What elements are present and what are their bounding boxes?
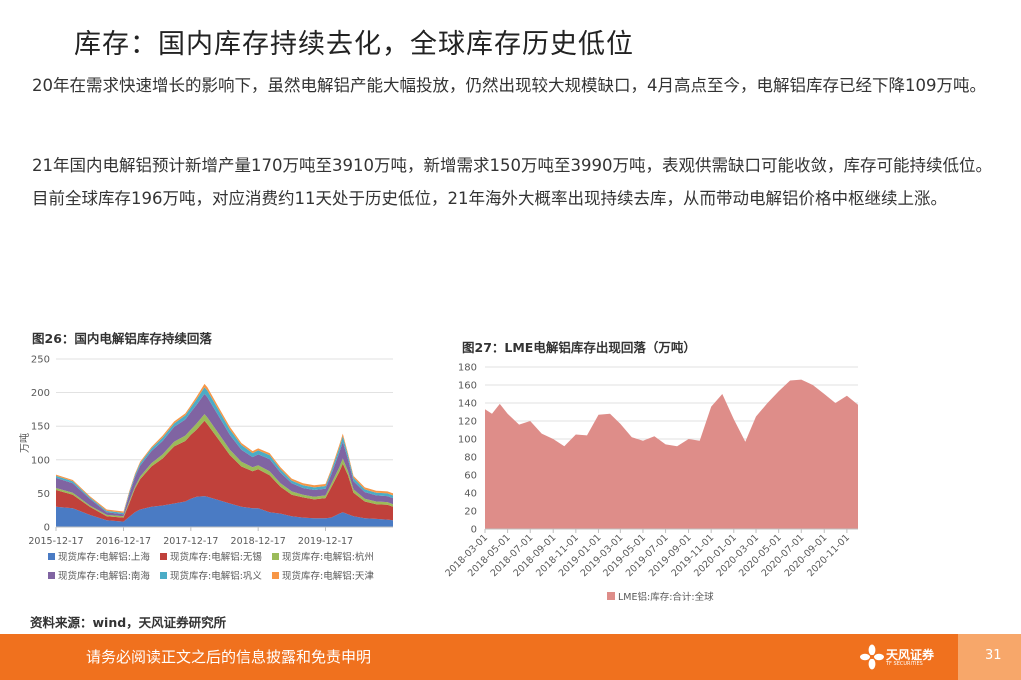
x-tick-label: 2018-12-17 xyxy=(231,536,286,547)
series-area-1 xyxy=(56,420,393,522)
legend-swatch xyxy=(272,553,279,560)
paragraph-inventory-decline: 20年在需求快速增长的影响下，虽然电解铝产能大幅投放，仍然出现较大规模缺口，4月… xyxy=(32,76,986,95)
y-tick-label: 20 xyxy=(464,507,477,518)
company-logo: 天风证券 TF SECURITIES xyxy=(860,644,940,672)
y-tick-label: 140 xyxy=(458,399,477,410)
lme-inventory-area xyxy=(485,379,858,529)
logo-text: 天风证券 xyxy=(886,648,935,662)
y-tick-label: 160 xyxy=(458,381,477,392)
x-tick-label: 2015-12-17 xyxy=(28,536,83,547)
y-tick-label: 180 xyxy=(458,363,477,374)
legend-swatch xyxy=(272,572,279,579)
x-tick-label: 2019-12-17 xyxy=(298,536,353,547)
legend-label: 现货库存:电解铝:天津 xyxy=(282,570,374,582)
y-tick-label: 80 xyxy=(464,453,477,464)
y-tick-label: 0 xyxy=(471,525,477,536)
y-tick-label: 250 xyxy=(31,355,50,366)
chart1-title: 图26：国内电解铝库存持续回落 xyxy=(32,331,212,346)
y-tick-label: 100 xyxy=(458,435,477,446)
y-tick-label: 40 xyxy=(464,489,477,500)
y-tick-label: 120 xyxy=(458,417,477,428)
legend-swatch xyxy=(48,553,55,560)
y-tick-label: 150 xyxy=(31,422,50,433)
disclaimer-text: 请务必阅读正文之后的信息披露和免责申明 xyxy=(86,648,372,666)
source-note: 资料来源：wind，天风证券研究所 xyxy=(30,615,227,630)
legend-label: 现货库存:电解铝:南海 xyxy=(58,570,150,582)
legend-label: 现货库存:电解铝:上海 xyxy=(58,551,150,563)
legend-swatch xyxy=(160,553,167,560)
x-tick-label: 2016-12-17 xyxy=(96,536,151,547)
page-title: 库存：国内库存持续去化，全球库存历史低位 xyxy=(74,29,634,60)
logo-subtext: TF SECURITIES xyxy=(886,661,923,667)
y-tick-label: 100 xyxy=(31,455,50,466)
legend-swatch xyxy=(607,592,615,600)
y-tick-label: 200 xyxy=(31,388,50,399)
x-tick-label: 2017-12-17 xyxy=(163,536,218,547)
legend-swatch xyxy=(48,572,55,579)
legend-label: 现货库存:电解铝:无锡 xyxy=(170,551,262,563)
page-number-box xyxy=(958,634,1021,680)
pinwheel-logo-icon xyxy=(860,644,884,670)
paragraph-supply-demand-outlook: 21年国内电解铝预计新增产量170万吨至3910万吨，新增需求150万吨至399… xyxy=(32,156,992,208)
series-area-3 xyxy=(56,393,393,517)
legend-label: LME铝:库存:合计:全球 xyxy=(618,591,714,603)
domestic-inventory-chart: 0 50 100 150 200 250 万吨 2015-12-17 2016-12-17 201… xyxy=(18,355,393,582)
y-tick-label: 0 xyxy=(44,523,50,534)
lme-inventory-chart: 0204060801001201401601802018-03-012018-0… xyxy=(445,363,858,603)
y-tick-label: 60 xyxy=(464,471,477,482)
page-number: 31 xyxy=(985,648,1002,663)
series-area-0 xyxy=(56,496,393,527)
y-axis-label: 万吨 xyxy=(18,433,31,453)
footer-bar: 请务必阅读正文之后的信息披露和免责申明 天风证券 TF SECURITIES 3… xyxy=(0,634,1021,680)
legend-label: 现货库存:电解铝:杭州 xyxy=(282,551,374,563)
chart2-title: 图27：LME电解铝库存出现回落（万吨） xyxy=(462,340,696,355)
legend-swatch xyxy=(160,572,167,579)
y-tick-label: 50 xyxy=(37,489,50,500)
legend-label: 现货库存:电解铝:巩义 xyxy=(170,570,262,582)
